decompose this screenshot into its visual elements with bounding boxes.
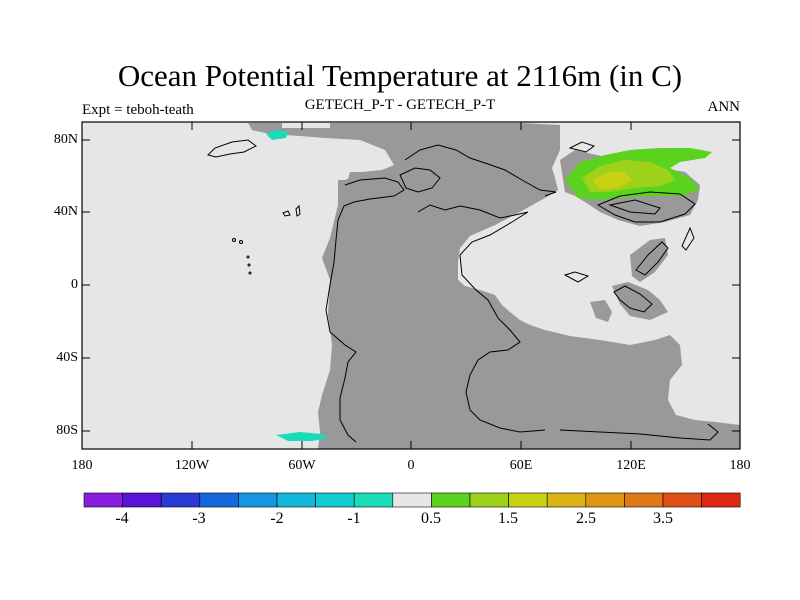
y-label-40n: 40N <box>53 204 78 219</box>
y-label-80n: 80N <box>53 132 78 147</box>
island-pacific-3 <box>232 238 236 242</box>
anomaly-layer <box>266 130 712 441</box>
colorbar-box <box>199 492 239 508</box>
coastline-arctic-west <box>207 139 257 158</box>
coastline-india <box>563 271 590 283</box>
island-pacific-2 <box>295 204 301 217</box>
colorbar-label-2: -3 <box>192 510 206 527</box>
colorbar-label-5: 0.5 <box>421 510 441 527</box>
island-pacific-4 <box>239 240 243 244</box>
land-island-arc-1 <box>630 238 668 282</box>
x-label-120w: 120W <box>174 458 210 473</box>
coastline-antarctica <box>559 423 719 441</box>
colorbar-label-7: 2.5 <box>576 510 596 527</box>
coastline-small-north <box>568 141 596 153</box>
land-west-coast-strip <box>338 180 346 250</box>
island-pacific-5 <box>246 255 250 259</box>
colorbar-label-6: 1.5 <box>498 510 518 527</box>
coastline-asia-block <box>596 191 696 223</box>
y-label-40s: 40S <box>56 350 78 365</box>
x-label-60w: 60W <box>288 458 316 473</box>
colorbar-box <box>392 492 432 508</box>
island-pacific-6 <box>247 263 251 267</box>
colorbar-box <box>353 492 394 508</box>
x-label-60e: 60E <box>509 458 533 473</box>
colorbar-box <box>238 492 278 508</box>
colorbar-box <box>469 492 509 508</box>
island-pacific-7 <box>248 271 252 275</box>
dataset-label: GETECH_P-T - GETECH_P-T <box>304 97 496 113</box>
x-label-120e: 120E <box>616 458 646 473</box>
colorbar-box <box>276 492 316 508</box>
colorbar-label-3: -2 <box>270 510 284 527</box>
coastline-north-america <box>325 177 405 443</box>
colorbar-box <box>701 492 741 508</box>
x-label-180-right: 180 <box>729 458 751 473</box>
colorbar-label-1: -4 <box>115 510 129 527</box>
coastline-east-islands <box>635 241 669 276</box>
x-label-180-left: 180 <box>71 458 93 473</box>
coastline-inner-sea <box>608 199 661 215</box>
colorbar <box>83 492 741 508</box>
coastline-north-atlantic <box>399 167 441 193</box>
colorbar-box <box>83 492 123 508</box>
colorbar-box <box>431 492 471 508</box>
coastline-africa <box>417 204 546 433</box>
coastline-layer <box>207 139 719 443</box>
y-label-80s: 80S <box>56 423 78 438</box>
colorbar-label-8: 3.5 <box>653 510 673 527</box>
plot-title: Ocean Potential Temperature at 2116m (in… <box>117 58 683 93</box>
colorbar-box <box>662 492 702 508</box>
pacific-islands <box>232 204 301 275</box>
land-north-america-inland <box>346 172 405 198</box>
colorbar-box <box>160 492 201 508</box>
x-label-0: 0 <box>407 458 415 473</box>
season-label: ANN <box>707 99 741 115</box>
colorbar-label-4: -1 <box>347 510 361 527</box>
land-americas-africa <box>248 123 740 449</box>
anomaly-negative-south <box>276 432 328 441</box>
axis-ticks <box>82 122 740 449</box>
land-island-arc-2 <box>612 282 668 320</box>
colorbar-box <box>624 492 664 508</box>
coastline-japan <box>681 226 695 251</box>
anomaly-positive-high <box>592 172 632 189</box>
coastline-europe <box>404 144 557 197</box>
colorbar-box <box>546 492 587 508</box>
experiment-label: Expt = teboh-teath <box>82 102 194 118</box>
colorbar-box <box>122 492 162 508</box>
colorbar-box <box>508 492 548 508</box>
land-island-southeast <box>590 300 612 322</box>
coastline-se-asia <box>613 285 653 313</box>
anomaly-negative-arctic <box>266 130 288 140</box>
colorbar-box <box>315 492 355 508</box>
y-label-0: 0 <box>71 277 78 292</box>
colorbar-box <box>585 492 625 508</box>
island-pacific-1 <box>282 210 291 217</box>
